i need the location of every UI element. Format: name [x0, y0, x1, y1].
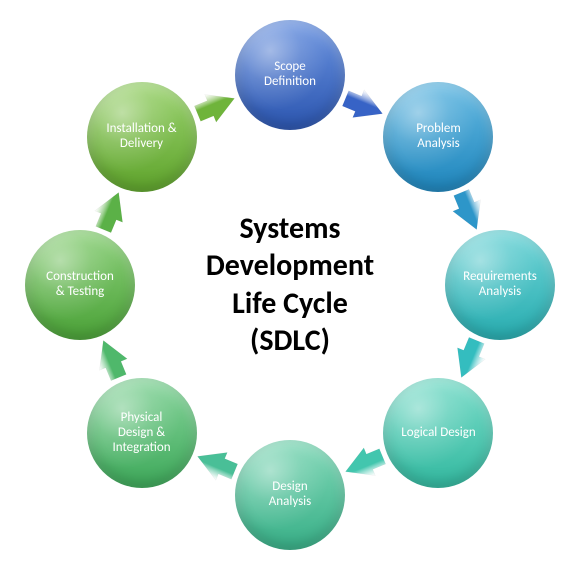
node-design-analysis: DesignAnalysis: [235, 440, 345, 550]
arrow-construction-testing-to-installation-delivery: [89, 187, 132, 235]
arrow-installation-delivery-to-scope-definition: [192, 84, 240, 127]
node-label: RequirementsAnalysis: [463, 270, 537, 300]
node-label: ScopeDefinition: [264, 60, 316, 90]
node-label: ProblemAnalysis: [416, 122, 461, 152]
node-logical-design: Logical Design: [383, 378, 493, 488]
node-label: Construction& Testing: [46, 270, 114, 300]
node-construction-testing: Construction& Testing: [25, 230, 135, 340]
node-label: Installation &Delivery: [106, 122, 176, 152]
node-label: DesignAnalysis: [269, 480, 311, 510]
node-label: Logical Design: [401, 426, 475, 441]
arrow-scope-definition-to-problem-analysis: [340, 84, 388, 127]
sdlc-cycle-diagram: SystemsDevelopmentLife Cycle(SDLC) Scope…: [0, 0, 580, 569]
arrow-requirements-analysis-to-logical-design: [448, 335, 491, 383]
node-requirements-analysis: RequirementsAnalysis: [445, 230, 555, 340]
node-label: PhysicalDesign &Integration: [112, 411, 170, 456]
arrow-physical-design-to-construction-testing: [89, 335, 132, 383]
arrow-design-analysis-to-physical-design: [192, 443, 240, 486]
node-physical-design: PhysicalDesign &Integration: [87, 378, 197, 488]
arrow-logical-design-to-design-analysis: [340, 443, 388, 486]
arrow-problem-analysis-to-requirements-analysis: [448, 187, 491, 235]
diagram-title: SystemsDevelopmentLife Cycle(SDLC): [206, 210, 374, 360]
node-installation-delivery: Installation &Delivery: [87, 82, 197, 192]
node-problem-analysis: ProblemAnalysis: [383, 82, 493, 192]
node-scope-definition: ScopeDefinition: [235, 20, 345, 130]
